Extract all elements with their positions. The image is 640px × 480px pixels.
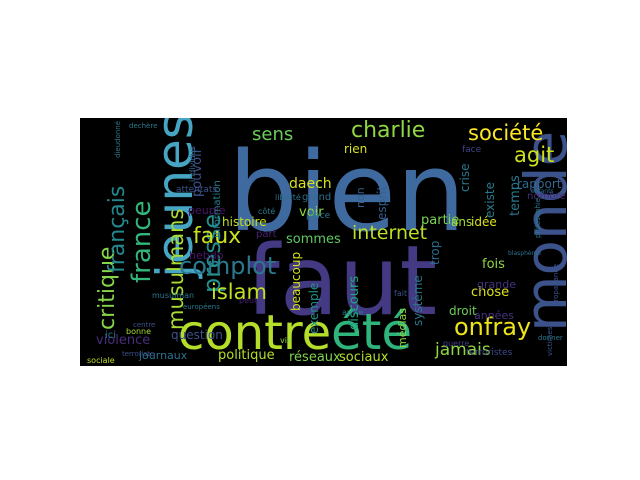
word-cloud-word: charlie	[351, 118, 425, 143]
word-cloud-word: onfray	[454, 313, 531, 341]
word-cloud-word: fois	[482, 257, 505, 272]
word-cloud-word: place	[306, 211, 331, 221]
word-cloud-word: internet	[352, 222, 427, 244]
word-cloud-word: sommes	[286, 232, 341, 247]
word-cloud-word: système	[411, 275, 425, 326]
word-cloud-word: donner	[538, 334, 563, 342]
word-cloud-word: philosophie	[534, 198, 542, 238]
word-cloud-word: part	[256, 229, 277, 240]
word-cloud-word: faut	[246, 225, 437, 337]
word-cloud-word: jamais	[434, 340, 491, 360]
word-cloud-word: guerre	[443, 339, 469, 348]
word-cloud-word: politique	[218, 348, 275, 363]
word-cloud-word: vie	[280, 336, 292, 345]
word-cloud-word: france	[127, 200, 157, 283]
word-cloud-word: peut	[239, 296, 257, 305]
word-cloud-word: sociale	[87, 356, 115, 365]
word-cloud-word: daech	[289, 176, 332, 192]
word-cloud-word: ans	[451, 215, 472, 229]
word-cloud-word: ici	[105, 330, 116, 341]
word-cloud-word: terroriste	[122, 350, 154, 358]
word-cloud-word: société	[468, 121, 543, 145]
word-cloud-word: côté	[258, 206, 275, 216]
word-cloud-word: individus	[188, 146, 197, 182]
word-cloud-word: partie	[421, 213, 459, 228]
word-cloud-word: faux	[193, 224, 241, 249]
word-cloud-word: réseaux	[289, 350, 341, 365]
word-cloud-word: discours	[347, 276, 362, 330]
word-cloud-word: victimes	[546, 326, 554, 356]
word-cloud-word: temps	[508, 175, 523, 216]
word-cloud-word: contre	[178, 305, 331, 361]
word-cloud-word: information	[212, 180, 223, 238]
word-cloud-word: complot	[179, 252, 276, 280]
word-cloud-word: jeunes	[146, 118, 204, 279]
word-cloud-word: européens	[183, 303, 220, 311]
word-cloud-word: bien	[228, 128, 466, 256]
word-cloud-word: crise	[458, 164, 472, 193]
word-cloud-word: été	[331, 303, 412, 361]
word-cloud-word: dechère	[129, 122, 157, 130]
word-cloud-word: centre	[133, 321, 155, 329]
word-cloud-word: médias	[396, 308, 409, 348]
word-cloud-word: peuple	[188, 204, 226, 217]
word-cloud-word: beaucoup	[289, 252, 303, 311]
word-cloud-word: droit	[449, 304, 477, 318]
word-cloud-word: bonne	[126, 327, 151, 336]
word-cloud-word: années	[474, 309, 514, 322]
word-cloud-word: nombre	[527, 191, 566, 202]
word-cloud-word: face	[462, 145, 482, 155]
word-cloud-word: pouvoir	[190, 147, 205, 197]
word-cloud-word: français	[105, 186, 130, 273]
word-cloud-word: dieudonné	[114, 121, 122, 158]
word-cloud-word: sens	[252, 124, 293, 145]
word-cloud-word: idée	[471, 215, 497, 229]
word-cloud-word: exemple	[307, 283, 321, 334]
word-cloud-word: propagande	[552, 264, 560, 306]
word-cloud-word: grand	[302, 192, 331, 203]
word-cloud-word: agit	[514, 143, 554, 167]
word-cloud-image: bien faut jeunes contre été monde critique fran…	[80, 118, 567, 366]
word-cloud-word: histoire	[222, 215, 267, 229]
word-cloud-word: existe	[483, 182, 497, 218]
word-cloud-word: terroristes	[466, 348, 513, 358]
word-cloud-word: fait	[394, 289, 407, 298]
word-cloud-word: liberté	[275, 192, 301, 202]
word-cloud-word: enfants	[531, 188, 554, 195]
word-cloud-word: trop	[428, 241, 442, 265]
word-cloud-word: islam	[211, 280, 267, 304]
word-cloud-word: rapport	[517, 177, 562, 191]
word-cloud-word: grande	[477, 278, 516, 291]
word-cloud-word: blasphème	[508, 250, 541, 257]
word-cloud-word: musulman	[152, 291, 194, 300]
word-cloud-word: question	[171, 328, 223, 342]
word-cloud-word: non	[354, 187, 367, 208]
word-cloud-word: voir	[299, 205, 324, 220]
word-cloud-word: presse	[198, 214, 226, 293]
word-cloud-word: journaux	[138, 349, 188, 362]
word-cloud-word: monde	[512, 131, 567, 332]
word-cloud-word: autre	[342, 308, 363, 317]
word-cloud-word: rien	[344, 142, 367, 156]
word-cloud-word: musulmans	[164, 209, 188, 330]
word-cloud-word: chose	[471, 285, 509, 300]
word-cloud-word: esprit	[375, 185, 389, 220]
word-cloud-word: critique	[95, 247, 120, 330]
word-cloud-word: attentats	[176, 185, 217, 195]
word-cloud-word: violence	[96, 333, 150, 348]
word-cloud-word: hebdo	[189, 249, 224, 262]
word-cloud-word: sociaux	[339, 350, 389, 365]
